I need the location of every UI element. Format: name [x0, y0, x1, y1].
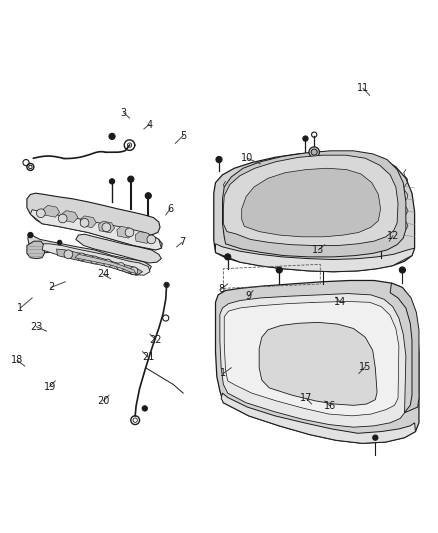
Text: 24: 24 [97, 269, 110, 279]
Polygon shape [135, 231, 151, 244]
Polygon shape [259, 322, 377, 405]
Circle shape [165, 283, 168, 287]
Text: 8: 8 [218, 284, 224, 294]
Polygon shape [30, 210, 161, 250]
Text: 12: 12 [387, 231, 399, 241]
Circle shape [104, 259, 112, 267]
Circle shape [36, 209, 45, 217]
Circle shape [28, 232, 33, 238]
Polygon shape [76, 234, 161, 263]
Text: 5: 5 [180, 131, 186, 141]
Text: 7: 7 [179, 238, 185, 247]
Text: 22: 22 [149, 335, 162, 345]
Polygon shape [117, 227, 133, 238]
Circle shape [130, 267, 138, 275]
Circle shape [309, 147, 319, 157]
Circle shape [365, 317, 372, 324]
Circle shape [309, 398, 316, 405]
Circle shape [254, 317, 261, 324]
Text: 20: 20 [97, 396, 110, 406]
Text: 4: 4 [146, 119, 152, 130]
Polygon shape [390, 283, 419, 413]
Polygon shape [27, 193, 162, 250]
Text: 18: 18 [11, 356, 23, 365]
Circle shape [142, 406, 148, 411]
Circle shape [117, 263, 125, 270]
Text: 23: 23 [30, 322, 42, 332]
Circle shape [125, 228, 134, 237]
Polygon shape [27, 241, 44, 259]
Text: 10: 10 [241, 153, 254, 163]
Text: 3: 3 [121, 108, 127, 118]
Polygon shape [99, 221, 115, 233]
Polygon shape [223, 155, 398, 246]
Circle shape [231, 350, 238, 357]
Circle shape [225, 254, 231, 260]
Circle shape [311, 149, 317, 155]
Circle shape [399, 267, 406, 273]
Polygon shape [224, 302, 399, 416]
Polygon shape [221, 393, 416, 443]
Text: 21: 21 [142, 352, 155, 362]
Text: 17: 17 [300, 393, 312, 403]
Circle shape [254, 384, 261, 391]
Text: 1: 1 [220, 368, 226, 378]
Polygon shape [43, 205, 60, 217]
Polygon shape [220, 294, 406, 427]
Text: 9: 9 [246, 291, 252, 301]
Polygon shape [62, 211, 78, 222]
Circle shape [216, 157, 222, 163]
Polygon shape [42, 244, 150, 275]
Text: 11: 11 [357, 83, 369, 93]
Polygon shape [75, 254, 136, 273]
Polygon shape [80, 216, 96, 228]
Text: 13: 13 [312, 245, 325, 255]
Circle shape [145, 193, 151, 199]
Text: 15: 15 [359, 362, 371, 372]
Circle shape [58, 214, 67, 223]
Circle shape [64, 250, 73, 259]
Circle shape [276, 267, 283, 273]
Circle shape [388, 350, 395, 357]
Text: 6: 6 [167, 204, 173, 214]
Polygon shape [57, 249, 143, 274]
Polygon shape [214, 152, 415, 272]
Circle shape [80, 219, 89, 227]
Circle shape [57, 240, 62, 245]
Polygon shape [215, 280, 419, 443]
Circle shape [91, 256, 99, 264]
Polygon shape [215, 244, 415, 272]
Polygon shape [28, 234, 151, 275]
Circle shape [303, 136, 308, 141]
Circle shape [102, 223, 111, 231]
Circle shape [309, 302, 316, 309]
Circle shape [373, 435, 378, 440]
Polygon shape [223, 151, 406, 257]
Circle shape [109, 133, 115, 140]
Circle shape [365, 384, 372, 391]
Polygon shape [242, 168, 381, 237]
Text: 2: 2 [48, 282, 54, 293]
Text: 19: 19 [43, 382, 56, 392]
Text: 16: 16 [324, 401, 336, 411]
Circle shape [147, 235, 155, 244]
Text: 1: 1 [17, 303, 23, 313]
Text: 14: 14 [334, 297, 346, 308]
Circle shape [78, 253, 85, 261]
Circle shape [110, 179, 115, 184]
Circle shape [128, 176, 134, 182]
